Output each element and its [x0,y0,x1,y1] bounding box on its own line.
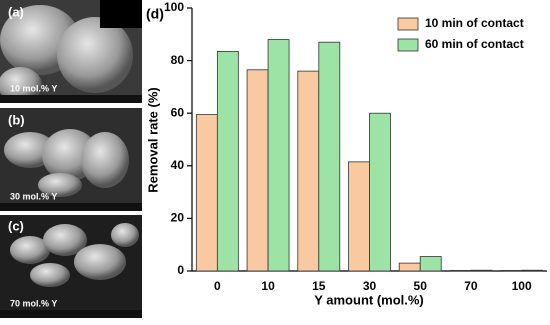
bar [216,50,239,272]
bar [318,41,341,272]
x-tick-label: 0 [214,279,221,293]
bar [419,256,442,272]
panel-caption: 70 mol.% Y [10,298,57,308]
bar [449,270,472,272]
bar [195,114,218,272]
chart-title: (d) [146,6,164,22]
y-tick-label: 100 [164,0,184,14]
sem-image-c [0,215,142,318]
x-tick-label: 10 [261,279,275,293]
y-tick-label: 60 [171,105,185,119]
bar [267,39,290,272]
bar [369,112,391,272]
x-tick-label: 30 [363,279,377,293]
x-tick-label: 50 [414,279,428,293]
y-tick-label: 20 [171,211,185,225]
legend-swatch [397,38,419,52]
legend-label: 60 min of contact [425,37,524,51]
x-tick-label: 15 [312,279,326,293]
bar [297,70,320,272]
bar [398,262,421,272]
x-tick-label: 70 [464,279,478,293]
y-tick-label: 0 [177,263,184,277]
panel-label: (c) [8,218,24,233]
legend-label: 10 min of contact [425,16,524,30]
x-axis-label: Y amount (mol.%) [314,292,424,307]
y-tick-label: 80 [171,53,185,67]
panel-caption: 10 mol.% Y [10,83,57,93]
panel-caption: 30 mol.% Y [10,191,57,201]
sem-image-b [0,108,142,211]
bar [500,270,523,272]
bar [521,269,544,272]
panel-label: (b) [8,112,25,127]
bar [246,69,269,272]
panel-label: (a) [8,4,24,19]
bar [348,161,370,272]
sem-image-a [0,0,142,103]
x-tick-label: 100 [512,279,532,293]
bar [470,269,493,272]
y-tick-label: 40 [171,158,185,172]
legend-swatch [397,17,419,31]
y-axis-label: Removal rate (%) [145,87,160,192]
